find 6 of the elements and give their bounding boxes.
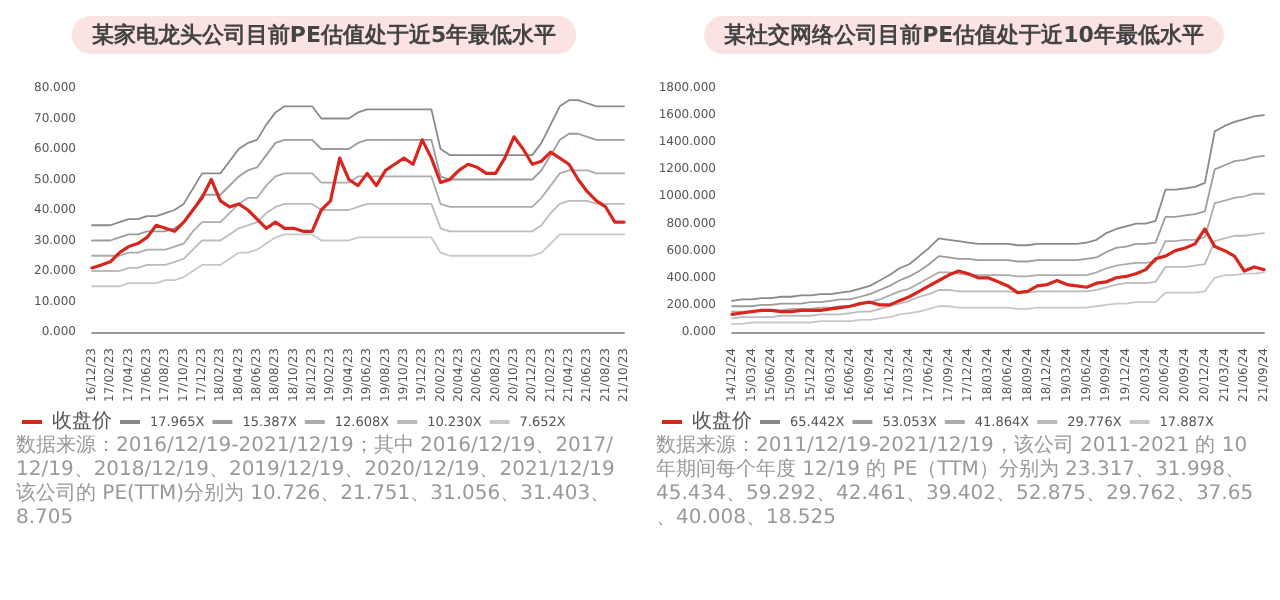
chart-title: 某社交网络公司目前PE估值处于近10年最低水平 <box>722 22 1204 48</box>
source-note: 数据来源：2016/12/19-2021/12/19；其中 2016/12/19、2017/12/19、2018/12/19、2019/12/19、2020/12/19、2021/12/19 该公司的 PE(TTM)分别为 10.726、21.751、31.056、31.403、8.705 <box>16 433 622 529</box>
source-note: 数据来源：2011/12/19-2021/12/19，该公司 2011-2021 的 10 年期间每个年度 12/19 的 PE（TTM）分别为 23.317、31.998、45.434、59.292、42.461、39.402、52.875、29.762、37.65、40.008、18.525 <box>656 433 1254 529</box>
legend-label: 收盘价 <box>52 409 112 433</box>
legend-label: 收盘价 <box>692 409 752 433</box>
chart-title: 某家电龙头公司目前PE估值处于近5年最低水平 <box>89 22 557 48</box>
